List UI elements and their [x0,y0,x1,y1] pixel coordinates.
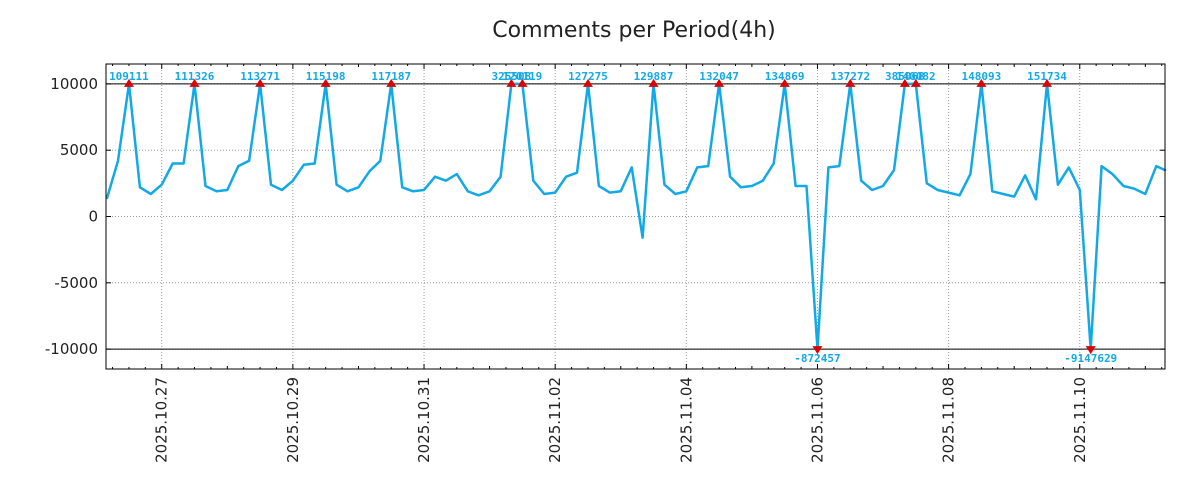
y-tick-label: -5000 [54,274,98,292]
y-tick-label: 5000 [60,141,98,159]
peak-marker [779,78,790,87]
peak-label: 132047 [699,70,739,83]
peak-marker [910,78,921,87]
x-tick-label: 2025.10.31 [415,377,433,463]
peak-label: 129887 [634,70,674,83]
peak-marker [648,78,659,87]
series-line-comments [105,82,1167,351]
x-tick-label: 2025.11.02 [546,377,564,463]
axis-ticks [106,64,1165,369]
x-tick-label: 2025.10.27 [153,377,171,463]
peak-marker [582,78,593,87]
peak-marker [189,78,200,87]
y-tick-label: 10000 [50,75,98,93]
peak-label: 120119 [503,70,543,83]
grid [106,64,1165,369]
peak-label: 151734 [1027,70,1067,83]
peak-label: 115198 [306,70,346,83]
chart-title: Comments per Period(4h) [492,18,776,43]
peak-marker [1041,78,1052,87]
peak-label: 117187 [371,70,411,83]
peak-marker [812,346,823,355]
peak-label: 113271 [240,70,280,83]
peak-marker [976,78,987,87]
x-tick-label: 2025.11.06 [808,377,826,463]
peak-label: 148093 [962,70,1002,83]
peak-label: -9147629 [1064,352,1117,365]
peak-label: 385068 [885,70,925,83]
clip-lines [106,83,1165,350]
peak-label: 325508 [492,70,532,83]
peak-marker [517,78,528,87]
y-tick-label: 0 [88,208,98,226]
peak-label: 111326 [175,70,215,83]
peak-marker [714,78,725,87]
series [105,82,1167,351]
peak-marker [506,78,517,87]
x-tick-label: 2025.11.10 [1071,377,1089,463]
peak-marker [1085,346,1096,355]
x-tick-label: 2025.11.08 [940,377,958,463]
y-axis-tick-labels: 10000 5000 0 -5000 -10000 [45,75,98,358]
x-tick-label: 2025.10.29 [284,377,302,463]
peak-label: 140082 [896,70,936,83]
peak-label: 137272 [830,70,870,83]
peak-label: -872457 [794,352,840,365]
peak-marker [255,78,266,87]
peak-label: 127275 [568,70,608,83]
peak-marker [899,78,910,87]
peak-marker [845,78,856,87]
peak-label: 109111 [109,70,149,83]
peak-marker [320,78,331,87]
y-tick-label: -10000 [45,340,98,358]
x-axis-tick-labels: 2025.10.27 2025.10.29 2025.10.31 2025.11.02… [153,377,1089,463]
x-tick-label: 2025.11.04 [677,377,695,463]
peak-markers [123,78,1096,355]
peak-label: 134869 [765,70,805,83]
peak-marker [386,78,397,87]
peak-marker [123,78,134,87]
peak-labels: 109111 111326 113271 115198 117187 3255081201… [109,70,1117,365]
